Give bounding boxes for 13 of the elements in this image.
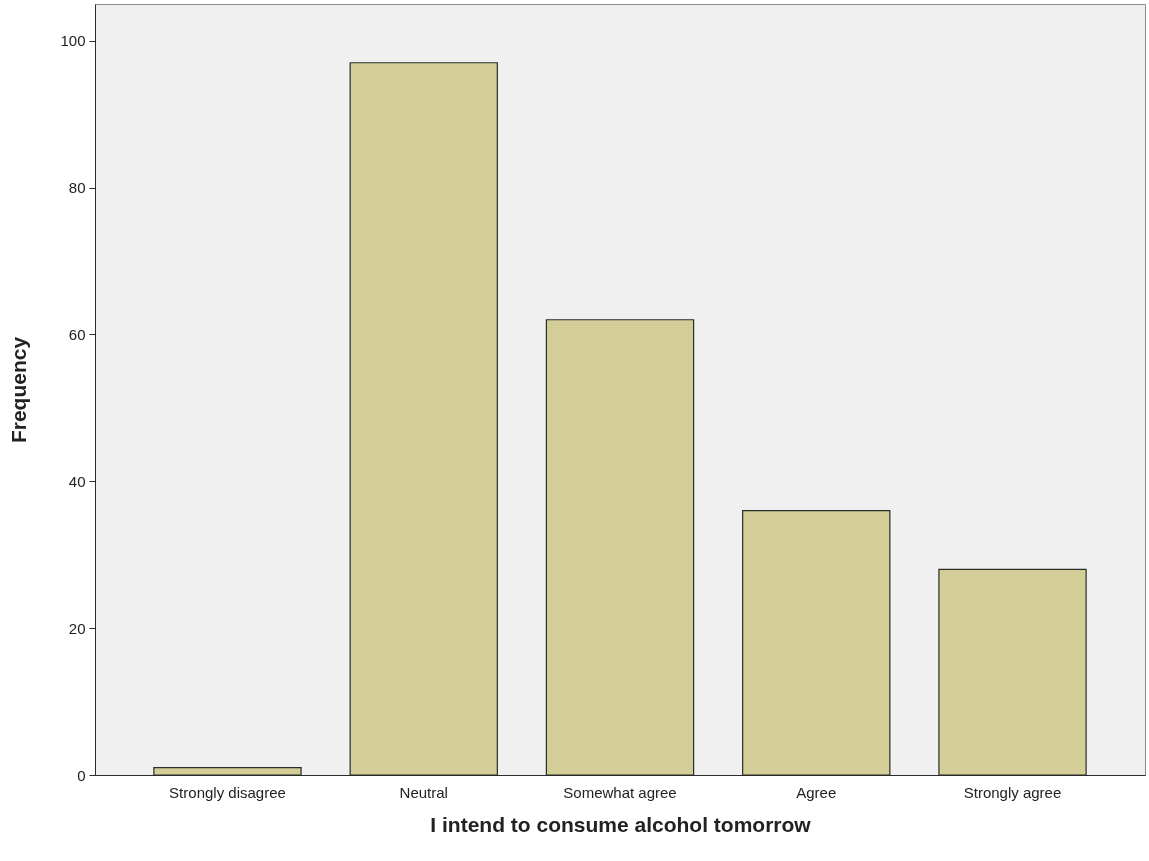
x-tick-label: Strongly disagree (169, 783, 286, 801)
x-tick-label: Somewhat agree (563, 783, 677, 801)
x-tick-label: Neutral (399, 783, 448, 801)
y-tick-label: 80 (68, 179, 86, 197)
y-tick-label: 20 (68, 619, 86, 637)
y-axis-title: Frequency (7, 336, 31, 444)
y-tick-label: 100 (60, 32, 86, 50)
x-axis-title: I intend to consume alcohol tomorrow (430, 812, 812, 836)
x-tick-label: Strongly agree (963, 783, 1062, 801)
y-tick-label: 60 (68, 325, 86, 343)
y-tick-label: 40 (68, 472, 86, 490)
y-tick-label: 0 (77, 766, 86, 784)
x-tick-label: Agree (796, 783, 837, 801)
